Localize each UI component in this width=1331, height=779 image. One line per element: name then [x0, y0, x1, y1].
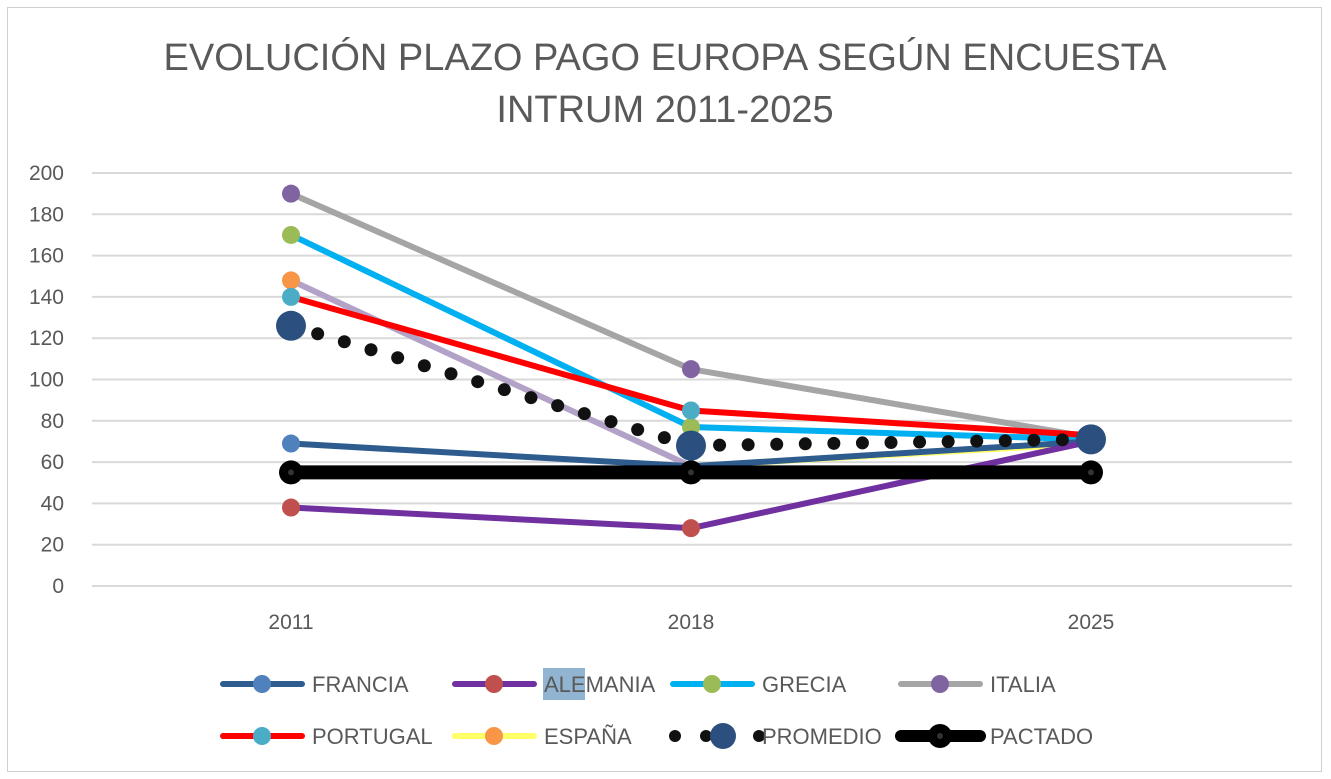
y-tick-label: 100: [29, 369, 64, 392]
series-promedio-dot: [311, 327, 325, 341]
series-espana-marker: [282, 271, 300, 290]
legend-marker: [485, 727, 503, 745]
series-promedio-dot: [970, 434, 984, 448]
legend-item-alemania[interactable]: ALEMANIA: [452, 668, 656, 700]
series-italia-line: [288, 190, 694, 373]
legend-label: ITALIA: [990, 672, 1056, 697]
x-tick-label: 2025: [1068, 611, 1115, 634]
y-tick-label: 140: [29, 286, 64, 309]
marker-center: [937, 733, 943, 739]
legend-dot: [669, 730, 681, 742]
series-promedio-dot: [770, 437, 784, 451]
series-promedio-dot: [631, 423, 645, 437]
series-promedio-dot: [941, 435, 955, 449]
series-promedio-marker: [1076, 424, 1106, 455]
legend-label: PROMEDIO: [762, 724, 882, 749]
series-promedio-dot: [417, 359, 431, 373]
series-grecia-line: [688, 423, 1094, 443]
legend-dot: [753, 730, 765, 742]
legend-label: ALEMANIA: [544, 672, 656, 697]
y-tick-label: 160: [29, 245, 64, 268]
legend-label: GRECIA: [762, 672, 847, 697]
y-tick-label: 60: [41, 451, 64, 474]
series-portugal-marker: [282, 287, 300, 306]
chart-title-line-1: EVOLUCIÓN PLAZO PAGO EUROPA SEGÚN ENCUES…: [164, 36, 1168, 79]
legend-marker: [703, 675, 721, 693]
legend-item-italia[interactable]: ITALIA: [898, 672, 1056, 697]
series-alemania-marker: [682, 519, 700, 538]
text-selection-highlight: [543, 668, 585, 700]
series-promedio-dot: [884, 435, 898, 449]
series-alemania-line: [688, 438, 1094, 532]
legend-item-portugal[interactable]: PORTUGAL: [220, 724, 433, 749]
legend-item-pactado[interactable]: PACTADO: [895, 724, 1093, 749]
series-promedio-dot: [364, 343, 378, 357]
legend-label: FRANCIA: [312, 672, 409, 697]
x-tick-label: 2011: [268, 611, 313, 634]
series-promedio-marker: [276, 310, 306, 341]
series-portugal-line: [688, 407, 1094, 439]
y-tick-label: 120: [29, 327, 64, 350]
series-francia-marker: [282, 434, 300, 453]
marker-center: [688, 469, 694, 476]
y-tick-label: 0: [52, 575, 64, 598]
series-espana-line: [288, 277, 694, 470]
legend-item-grecia[interactable]: GRECIA: [670, 672, 847, 697]
series-promedio-dot: [913, 435, 927, 449]
series-italia-line: [688, 366, 1094, 441]
legend-label: PACTADO: [990, 724, 1093, 749]
series-promedio-dot: [1027, 433, 1041, 447]
series-promedio-dot: [391, 351, 405, 365]
series-alemania-marker: [282, 498, 300, 517]
legend-label: PORTUGAL: [312, 724, 433, 749]
series-promedio-dot: [604, 415, 618, 429]
legend-marker: [931, 675, 949, 693]
series-promedio-dot: [551, 399, 565, 413]
legend-item-espana[interactable]: ESPAÑA: [452, 724, 632, 749]
series-promedio-dot: [827, 436, 841, 450]
series-francia-line: [688, 438, 1094, 470]
series-italia-marker: [682, 360, 700, 379]
series-promedio-dot: [855, 436, 869, 450]
y-tick-label: 80: [41, 410, 64, 433]
series-promedio-dot: [741, 438, 755, 452]
legend-marker: [253, 727, 271, 745]
y-tick-label: 180: [29, 203, 64, 226]
series-francia-line: [288, 440, 694, 470]
series-promedio-dot: [1055, 433, 1069, 447]
chart-frame: [7, 7, 1322, 772]
legend-item-promedio[interactable]: PROMEDIO: [669, 723, 882, 749]
series-promedio-dot: [577, 407, 591, 421]
legend-label: ESPAÑA: [544, 724, 632, 749]
series-promedio-dot: [444, 367, 458, 381]
series-italia-marker: [282, 184, 300, 203]
marker-center: [288, 469, 294, 476]
series-promedio-dot: [713, 438, 727, 452]
x-tick-label: 2018: [668, 611, 715, 634]
series-promedio-dot: [798, 437, 812, 451]
series-promedio-dot: [524, 391, 538, 405]
series-promedio-dot: [471, 375, 485, 389]
series-grecia-marker: [282, 225, 300, 244]
y-tick-label: 200: [29, 162, 64, 185]
series-grecia-line: [288, 231, 694, 430]
legend-marker: [485, 675, 503, 693]
series-promedio-dot: [497, 383, 511, 397]
y-tick-label: 40: [41, 492, 64, 515]
legend-dot: [700, 730, 712, 742]
series-promedio-dot: [998, 434, 1012, 448]
series-promedio-dot: [657, 431, 671, 445]
series-alemania-line: [288, 504, 694, 532]
legend-marker: [253, 675, 271, 693]
series-portugal-marker: [682, 401, 700, 420]
series-portugal-line: [288, 293, 694, 414]
y-tick-label: 20: [41, 534, 64, 557]
series-promedio-dot: [337, 335, 351, 349]
chart-title-line-2: INTRUM 2011-2025: [496, 89, 833, 131]
legend-item-francia[interactable]: FRANCIA: [220, 672, 409, 697]
marker-center: [1088, 469, 1094, 476]
legend-marker: [710, 723, 736, 749]
series-promedio-marker: [676, 430, 706, 461]
